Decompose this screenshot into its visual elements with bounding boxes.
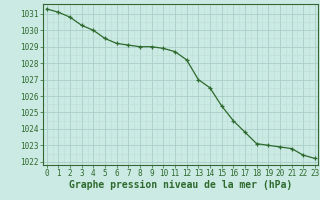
X-axis label: Graphe pression niveau de la mer (hPa): Graphe pression niveau de la mer (hPa) bbox=[69, 180, 292, 190]
